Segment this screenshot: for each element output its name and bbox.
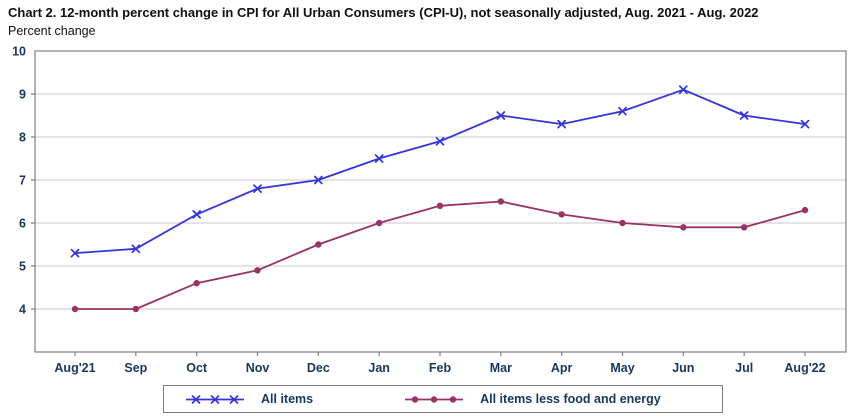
x-tick-label: Dec [307, 361, 330, 375]
y-tick-label: 4 [19, 303, 26, 317]
x-tick-label: Sep [124, 361, 147, 375]
y-tick-label: 7 [19, 174, 26, 188]
x-axis-labels: Aug'21 Sep Oct Nov Dec Jan Feb Mar Apr May Jun Jul A… [54, 352, 826, 375]
x-tick-label: Nov [246, 361, 270, 375]
legend-item-core: All items less food and energy [405, 392, 661, 406]
legend-label-all-items: All items [261, 392, 314, 406]
y-tick-label: 10 [12, 45, 26, 59]
y-tick-label: 5 [19, 260, 26, 274]
plot-border [34, 50, 847, 353]
x-tick-label: Aug'21 [54, 361, 95, 375]
x-tick-label: Jun [672, 361, 694, 375]
x-tick-label: Oct [186, 361, 208, 375]
line-chart: 4 5 6 7 8 9 10 Aug'21 Sep Oct Nov Dec Jan Feb Mar Apr Ma… [12, 45, 847, 375]
x-tick-label: Jan [368, 361, 390, 375]
x-tick-label: Mar [490, 361, 512, 375]
y-tick-label: 8 [19, 131, 26, 145]
legend-label-core: All items less food and energy [480, 392, 661, 406]
y-tick-label: 9 [19, 88, 26, 102]
x-tick-label: Aug'22 [784, 361, 825, 375]
x-tick-label: May [610, 361, 634, 375]
y-axis-unit-label: Percent change [8, 24, 96, 38]
chart-title: Chart 2. 12-month percent change in CPI … [8, 5, 759, 20]
x-tick-label: Apr [551, 361, 573, 375]
y-tick-label: 6 [19, 217, 26, 231]
legend: All items All items less food and energy [163, 385, 723, 413]
core-line-marker-icon [405, 395, 464, 403]
series-all-items [70, 85, 810, 258]
gridlines [35, 93, 846, 310]
series-core [71, 198, 809, 313]
all-items-line-marker-icon [186, 394, 244, 404]
legend-item-all-items: All items [186, 392, 313, 406]
x-tick-label: Feb [429, 361, 452, 375]
x-tick-label: Jul [735, 361, 753, 375]
y-axis-labels: 4 5 6 7 8 9 10 [12, 45, 35, 317]
